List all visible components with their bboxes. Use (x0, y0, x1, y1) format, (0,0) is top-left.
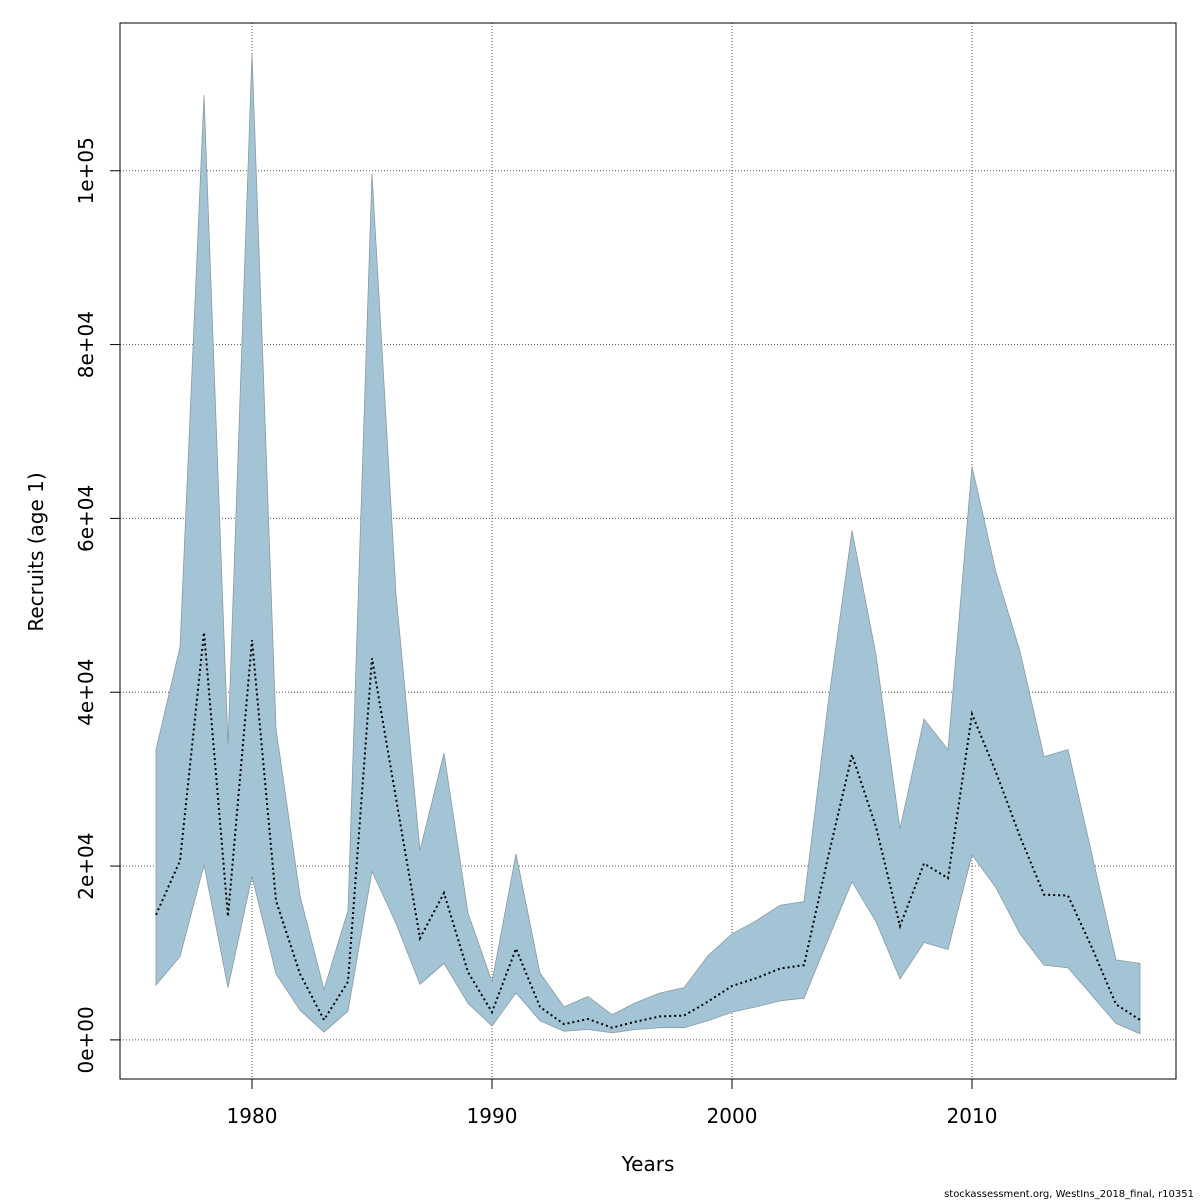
x-axis-ticks: 1980 1990 2000 2010 (227, 1079, 998, 1128)
y-tick-label: 1e+05 (74, 137, 98, 204)
plot-frame (119, 22, 1177, 1080)
y-tick-label: 8e+04 (74, 311, 98, 378)
y-tick-label: 2e+04 (74, 832, 98, 899)
x-tick-label: 2010 (947, 1104, 998, 1128)
confidence-band (155, 53, 1141, 1035)
x-tick-label: 1990 (467, 1104, 518, 1128)
y-axis-title: Recruits (age 1) (24, 472, 48, 631)
y-tick-label: 4e+04 (74, 659, 98, 726)
x-axis-title: Years (621, 1152, 675, 1176)
footer-credit: stockassessment.org, WestIns_2018_final,… (944, 1189, 1194, 1200)
y-tick-label: 6e+04 (74, 485, 98, 552)
x-tick-label: 2000 (707, 1104, 758, 1128)
estimate-series (155, 632, 1141, 1029)
x-tick-label: 1980 (227, 1104, 278, 1128)
estimate-line (155, 632, 1141, 1029)
y-axis-ticks: 0e+00 2e+04 4e+04 6e+04 8e+04 1e+05 (74, 137, 120, 1074)
confidence-band-area (155, 53, 1141, 1035)
y-tick-label: 0e+00 (74, 1006, 98, 1073)
